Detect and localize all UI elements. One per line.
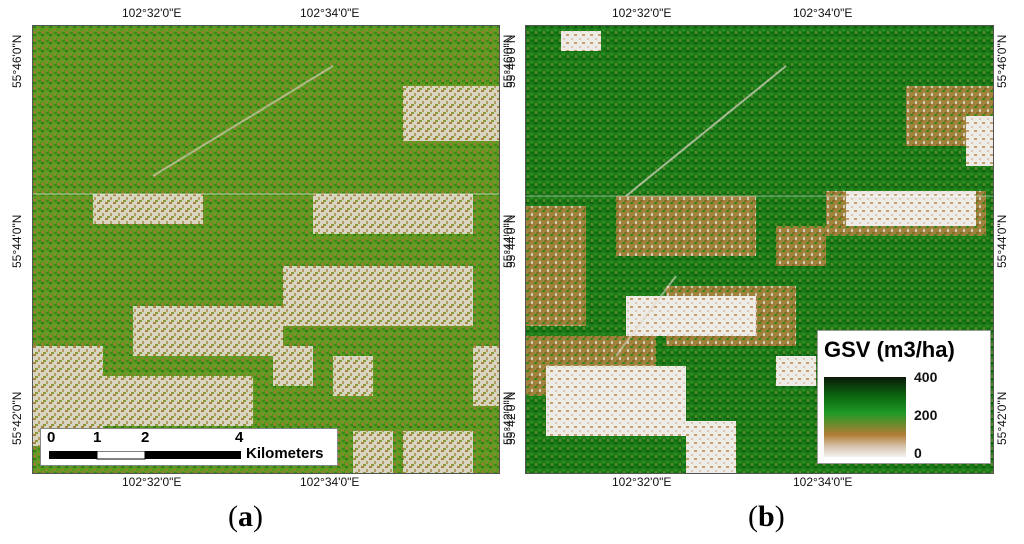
gsv-legend: GSV (m3/ha) 400 200 0 — [817, 330, 991, 464]
legend-value-min: 0 — [914, 445, 922, 461]
legend-title: GSV (m3/ha) — [824, 337, 955, 362]
scale-unit-label: Kilometers — [246, 445, 324, 462]
legend-color-ramp — [824, 377, 906, 457]
panel-label-b: (b) — [748, 500, 785, 533]
bottom-lon-label: 102°32'0"E — [122, 475, 182, 489]
top-lon-label: 102°32'0"E — [612, 6, 672, 20]
left-lat-label: 55°44'0"N — [10, 214, 24, 268]
scale-tick-label: 2 — [141, 429, 150, 446]
legend-value-mid: 200 — [914, 407, 938, 423]
map-raster-a — [33, 26, 499, 473]
gsv-map-a — [32, 25, 500, 474]
scale-bar: 0 1 2 4 Kilometers — [40, 428, 338, 466]
scale-bar-graphic — [49, 451, 241, 460]
scale-tick-label: 4 — [235, 429, 244, 446]
top-lon-label: 102°34'0"E — [300, 6, 360, 20]
bottom-lon-label: 102°34'0"E — [793, 475, 853, 489]
scale-tick-label: 0 — [47, 429, 56, 446]
legend-value-max: 400 — [914, 369, 938, 385]
left-lat-label: 55°46'0"N — [504, 34, 518, 88]
panel-label-a: (a) — [228, 500, 263, 533]
bottom-lon-label: 102°32'0"E — [612, 475, 672, 489]
left-lat-label: 55°44'0"N — [504, 214, 518, 268]
left-lat-label: 55°46'0"N — [10, 34, 24, 88]
scale-tick-label: 1 — [93, 429, 102, 446]
bottom-lon-label: 102°34'0"E — [300, 475, 360, 489]
right-lat-label: 55°42'0"N — [995, 391, 1009, 445]
top-lon-label: 102°32'0"E — [122, 6, 182, 20]
left-lat-label: 55°42'0"N — [504, 391, 518, 445]
top-lon-label: 102°34'0"E — [793, 6, 853, 20]
right-lat-label: 55°44'0"N — [995, 214, 1009, 268]
right-lat-label: 55°46'0"N — [995, 34, 1009, 88]
left-lat-label: 55°42'0"N — [10, 391, 24, 445]
